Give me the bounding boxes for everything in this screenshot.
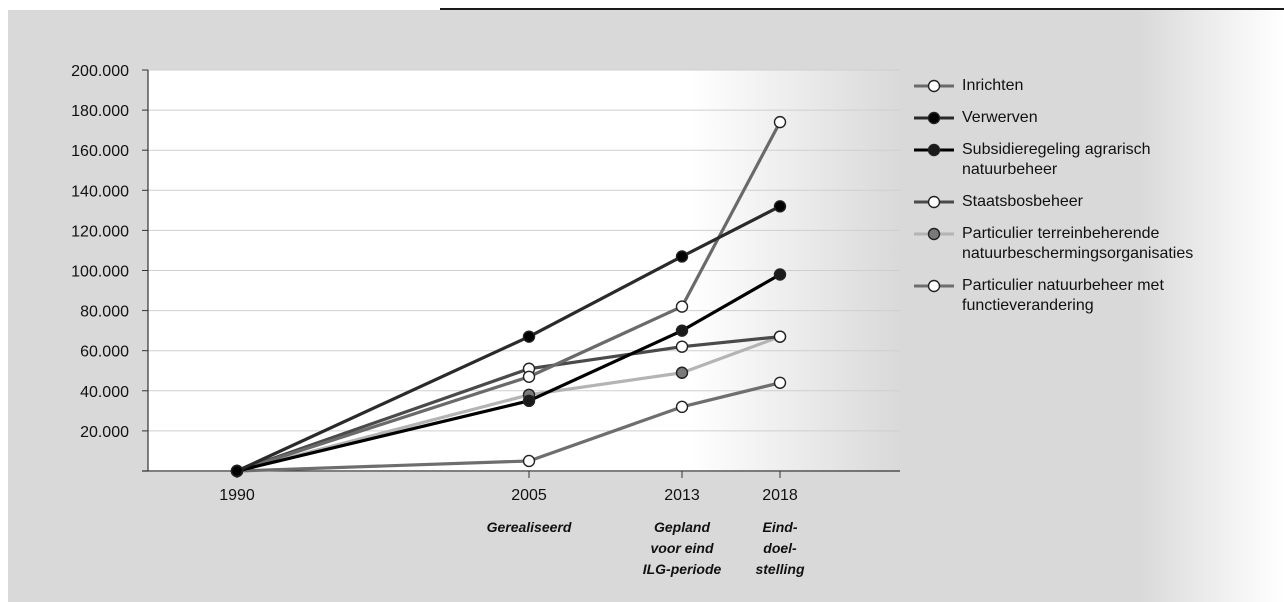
legend-swatch xyxy=(914,279,954,293)
legend-swatch-marker xyxy=(927,111,941,125)
data-point xyxy=(522,370,536,383)
legend-swatch-marker xyxy=(927,227,941,241)
y-tick-label: 200.000 xyxy=(71,63,129,80)
data-point xyxy=(773,376,787,389)
x-tick-label: 1990 xyxy=(219,487,255,504)
data-point xyxy=(675,250,689,263)
y-tick-label: 120.000 xyxy=(71,223,129,240)
legend: Inrichten Verwerven Subsidieregeling agrar… xyxy=(908,76,1278,328)
x-tick-label: 2018 xyxy=(762,487,798,504)
data-point xyxy=(773,268,787,281)
legend-swatch xyxy=(914,227,954,241)
legend-swatch xyxy=(914,79,954,93)
x-tick-label: 2013 xyxy=(664,487,700,504)
y-tick-label: 140.000 xyxy=(71,183,129,200)
series-line xyxy=(236,273,781,473)
legend-swatch-marker xyxy=(927,279,941,293)
data-point xyxy=(230,464,244,478)
legend-label: Subsidieregeling agrarisch natuurbeheer xyxy=(962,141,1151,178)
series-line xyxy=(236,204,781,473)
data-point xyxy=(773,200,787,213)
series-line xyxy=(236,121,782,473)
legend-swatch-marker xyxy=(927,195,941,209)
x-sublabel: Gepland voor eind ILG-periode xyxy=(643,519,722,577)
series-line xyxy=(236,335,781,473)
legend-swatch xyxy=(914,195,954,209)
y-tick-label: 160.000 xyxy=(71,143,129,160)
legend-entry: Inrichten xyxy=(908,76,1278,96)
legend-label: Inrichten xyxy=(962,77,1024,94)
legend-entry: Subsidieregeling agrarisch natuurbeheer xyxy=(908,140,1278,180)
legend-label: Particulier natuurbeheer met functievera… xyxy=(962,277,1164,314)
y-tick-label: 80.000 xyxy=(80,304,129,321)
series-line xyxy=(236,335,781,473)
data-point xyxy=(522,394,536,408)
y-tick-label: 100.000 xyxy=(71,264,129,281)
legend-label: Staatsbosbeheer xyxy=(962,193,1083,210)
data-point xyxy=(522,330,536,343)
data-point xyxy=(522,454,536,468)
data-point xyxy=(675,366,689,379)
x-sublabel: Gerealiseerd xyxy=(487,519,572,535)
data-point xyxy=(675,340,689,353)
legend-swatch xyxy=(914,143,954,157)
legend-swatch-marker xyxy=(927,79,941,93)
series-line xyxy=(236,381,781,473)
y-tick-label: 20.000 xyxy=(80,424,129,441)
y-tick-label: 40.000 xyxy=(80,384,129,401)
y-tick-label: 60.000 xyxy=(80,344,129,361)
x-tick-label: 2005 xyxy=(511,487,547,504)
legend-label: Particulier terreinbeherende natuurbesch… xyxy=(962,225,1194,262)
legend-swatch xyxy=(914,111,954,125)
data-point xyxy=(675,400,689,414)
x-sublabel: Eind-doel-stelling xyxy=(755,519,804,577)
legend-label: Verwerven xyxy=(962,109,1038,126)
legend-entry: Staatsbosbeheer xyxy=(908,192,1278,212)
data-point xyxy=(773,115,787,129)
legend-swatch-marker xyxy=(927,143,941,157)
legend-entry: Verwerven xyxy=(908,108,1278,128)
top-rule xyxy=(440,8,1284,10)
legend-entry: Particulier terreinbeherende natuurbesch… xyxy=(908,224,1278,264)
data-point xyxy=(773,330,787,343)
y-tick-label: 180.000 xyxy=(71,103,129,120)
data-point xyxy=(675,300,689,313)
data-point xyxy=(675,324,689,337)
legend-entry: Particulier natuurbeheer met functievera… xyxy=(908,276,1278,316)
